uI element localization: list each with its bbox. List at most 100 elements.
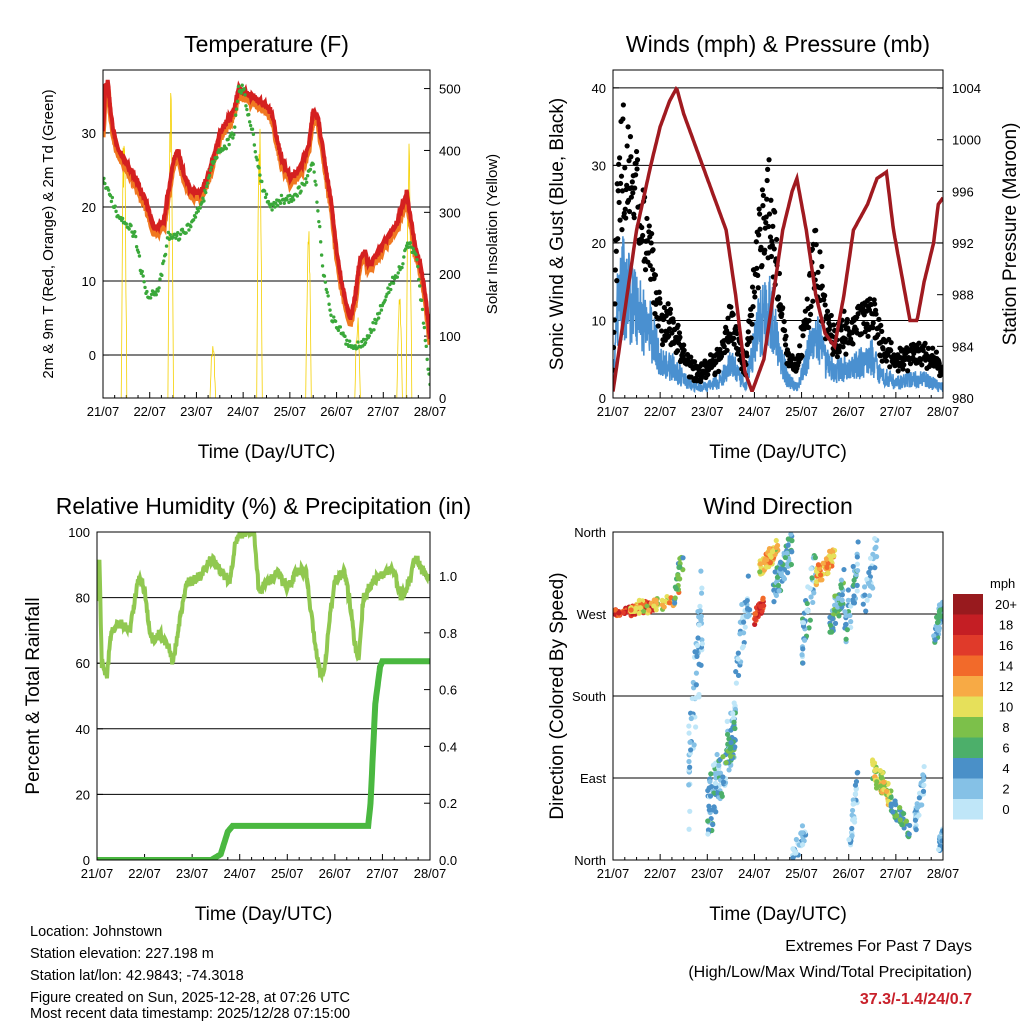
legend-swatch bbox=[953, 655, 983, 676]
dewpoint-point bbox=[276, 203, 280, 208]
dewpoint-point bbox=[353, 344, 357, 348]
gust-point bbox=[640, 232, 646, 239]
wind-direction-point bbox=[811, 590, 817, 596]
gust-point bbox=[766, 211, 773, 217]
gust-point bbox=[724, 347, 730, 353]
gust-point bbox=[771, 246, 777, 252]
dewpoint-point bbox=[304, 177, 308, 181]
dewpoint-point bbox=[127, 227, 131, 231]
dewpoint-point bbox=[160, 273, 164, 278]
dewpoint-point bbox=[134, 234, 138, 239]
dewpoint-point bbox=[295, 194, 300, 198]
wind-direction-point bbox=[707, 793, 714, 799]
dewpoint-point bbox=[363, 340, 368, 345]
chart-panel-3: Wind Direction Time (Day/UTC) Direction (C… bbox=[547, 493, 1017, 925]
y2-tick-label: 100 bbox=[439, 329, 461, 344]
wind-direction-point bbox=[844, 627, 850, 633]
gust-point bbox=[806, 317, 812, 324]
gust-point bbox=[661, 304, 667, 311]
wind-direction-point bbox=[686, 723, 692, 729]
wind-direction-point bbox=[705, 818, 711, 824]
gust-point bbox=[624, 182, 630, 188]
x-tick-label: 25/07 bbox=[271, 866, 304, 881]
x-axis-label: Time (Day/UTC) bbox=[195, 904, 333, 925]
wind-direction-point bbox=[698, 590, 705, 596]
gust-point bbox=[782, 327, 788, 334]
wind-direction-point bbox=[892, 798, 898, 804]
dewpoint-point bbox=[251, 132, 256, 137]
dewpoint-point bbox=[113, 204, 117, 208]
wind-direction-point bbox=[693, 724, 699, 730]
x-tick-label: 23/07 bbox=[180, 404, 213, 419]
wind-direction-point bbox=[808, 566, 814, 572]
gust-point bbox=[870, 325, 876, 331]
dewpoint-point bbox=[207, 173, 212, 178]
dewpoint-point bbox=[157, 286, 161, 290]
gust-point bbox=[867, 296, 873, 302]
sonic-wind-line bbox=[613, 236, 943, 394]
y-tick-label: 100 bbox=[68, 525, 90, 540]
legend-swatch bbox=[953, 799, 983, 820]
wind-direction-point bbox=[815, 562, 822, 568]
gust-point bbox=[749, 284, 756, 290]
x-axis-label: Time (Day/UTC) bbox=[709, 442, 847, 463]
gust-point bbox=[730, 311, 736, 318]
gust-point bbox=[733, 323, 739, 330]
dewpoint-point bbox=[316, 209, 320, 213]
wind-direction-point bbox=[845, 587, 851, 593]
gust-point bbox=[757, 211, 763, 217]
wind-direction-point bbox=[836, 613, 842, 619]
wind-direction-point bbox=[636, 597, 642, 603]
wind-direction-point bbox=[888, 803, 894, 809]
dewpoint-point bbox=[202, 199, 206, 203]
gust-point bbox=[807, 311, 814, 318]
gust-point bbox=[615, 188, 621, 194]
wind-direction-point bbox=[735, 656, 741, 662]
extremes-values: 37.3/-1.4/24/0.7 bbox=[860, 991, 972, 1008]
wind-direction-point bbox=[699, 641, 705, 647]
dewpoint-point bbox=[425, 357, 429, 362]
dewpoint-point bbox=[273, 205, 277, 209]
gust-point bbox=[632, 185, 638, 191]
gust-point bbox=[876, 316, 882, 322]
wind-direction-point bbox=[716, 762, 722, 768]
gust-point bbox=[666, 333, 672, 339]
wind-direction-point bbox=[672, 584, 678, 590]
dewpoint-point bbox=[236, 84, 241, 89]
x-tick-label: 28/07 bbox=[927, 404, 960, 419]
dewpoint-point bbox=[174, 236, 178, 240]
pressure-line bbox=[613, 86, 943, 393]
gust-point bbox=[806, 324, 812, 331]
x-tick-label: 22/07 bbox=[644, 866, 677, 881]
wind-direction-point bbox=[862, 592, 868, 598]
gust-point bbox=[619, 227, 625, 233]
y2-tick-label: 0.0 bbox=[439, 853, 457, 868]
wind-direction-point bbox=[752, 611, 759, 617]
gust-point bbox=[764, 196, 770, 202]
dewpoint-point bbox=[424, 344, 428, 349]
y-tick-label: South bbox=[572, 689, 606, 704]
wind-direction-point bbox=[773, 592, 780, 599]
wind-direction-point bbox=[743, 613, 749, 619]
gust-point bbox=[922, 340, 928, 346]
gust-point bbox=[865, 333, 871, 339]
wind-direction-point bbox=[696, 622, 702, 628]
gust-point bbox=[617, 180, 624, 187]
wind-direction-point bbox=[913, 827, 919, 833]
gust-point bbox=[622, 165, 628, 171]
y-tick-label: 20 bbox=[592, 236, 606, 251]
wind-direction-point bbox=[820, 560, 826, 566]
wind-direction-point bbox=[728, 745, 734, 751]
y2-tick-label: 0.6 bbox=[439, 683, 457, 698]
gust-point bbox=[780, 305, 786, 311]
legend-label: 0 bbox=[1002, 802, 1009, 817]
wind-direction-point bbox=[804, 607, 810, 614]
gust-point bbox=[905, 368, 911, 374]
wind-direction-point bbox=[934, 619, 941, 626]
x-tick-label: 23/07 bbox=[691, 404, 724, 419]
wind-direction-point bbox=[818, 572, 824, 578]
humidity-line bbox=[97, 532, 430, 684]
x-tick-label: 23/07 bbox=[176, 866, 209, 881]
gust-point bbox=[663, 313, 669, 319]
gust-point bbox=[918, 356, 924, 362]
